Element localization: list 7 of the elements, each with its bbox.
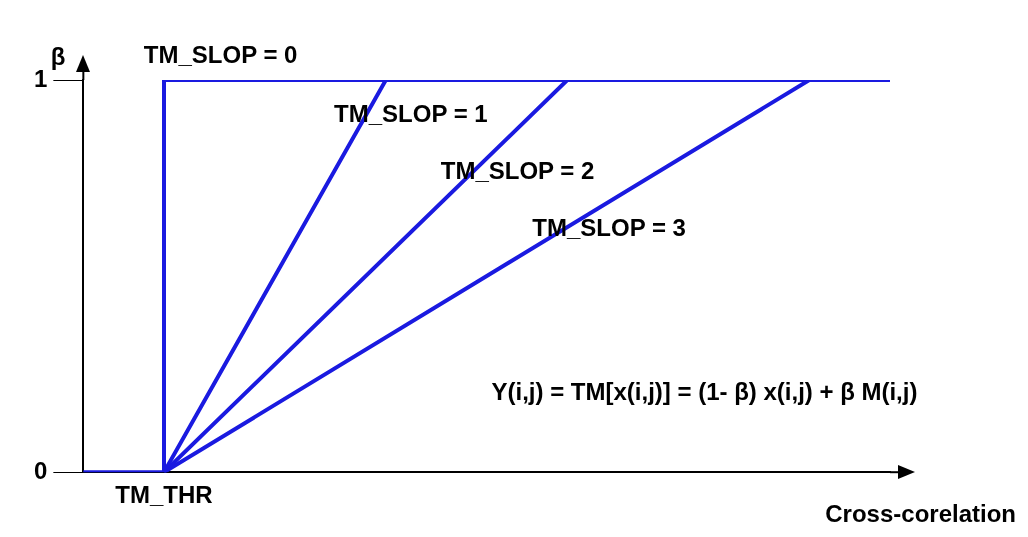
annotation: Y(i,j) = TM[x(i,j)] = (1- β) x(i,j) + β M(i,j) [491,378,918,406]
y-axis-title: β [50,42,66,70]
x-tick-label: TM_THR [115,481,213,509]
y-tick-label: 1 [33,64,48,92]
series-label: TM_SLOP = 0 [143,40,298,68]
x-axis-title: Cross-corelation [825,499,1016,527]
y-tick-label: 0 [33,456,48,484]
